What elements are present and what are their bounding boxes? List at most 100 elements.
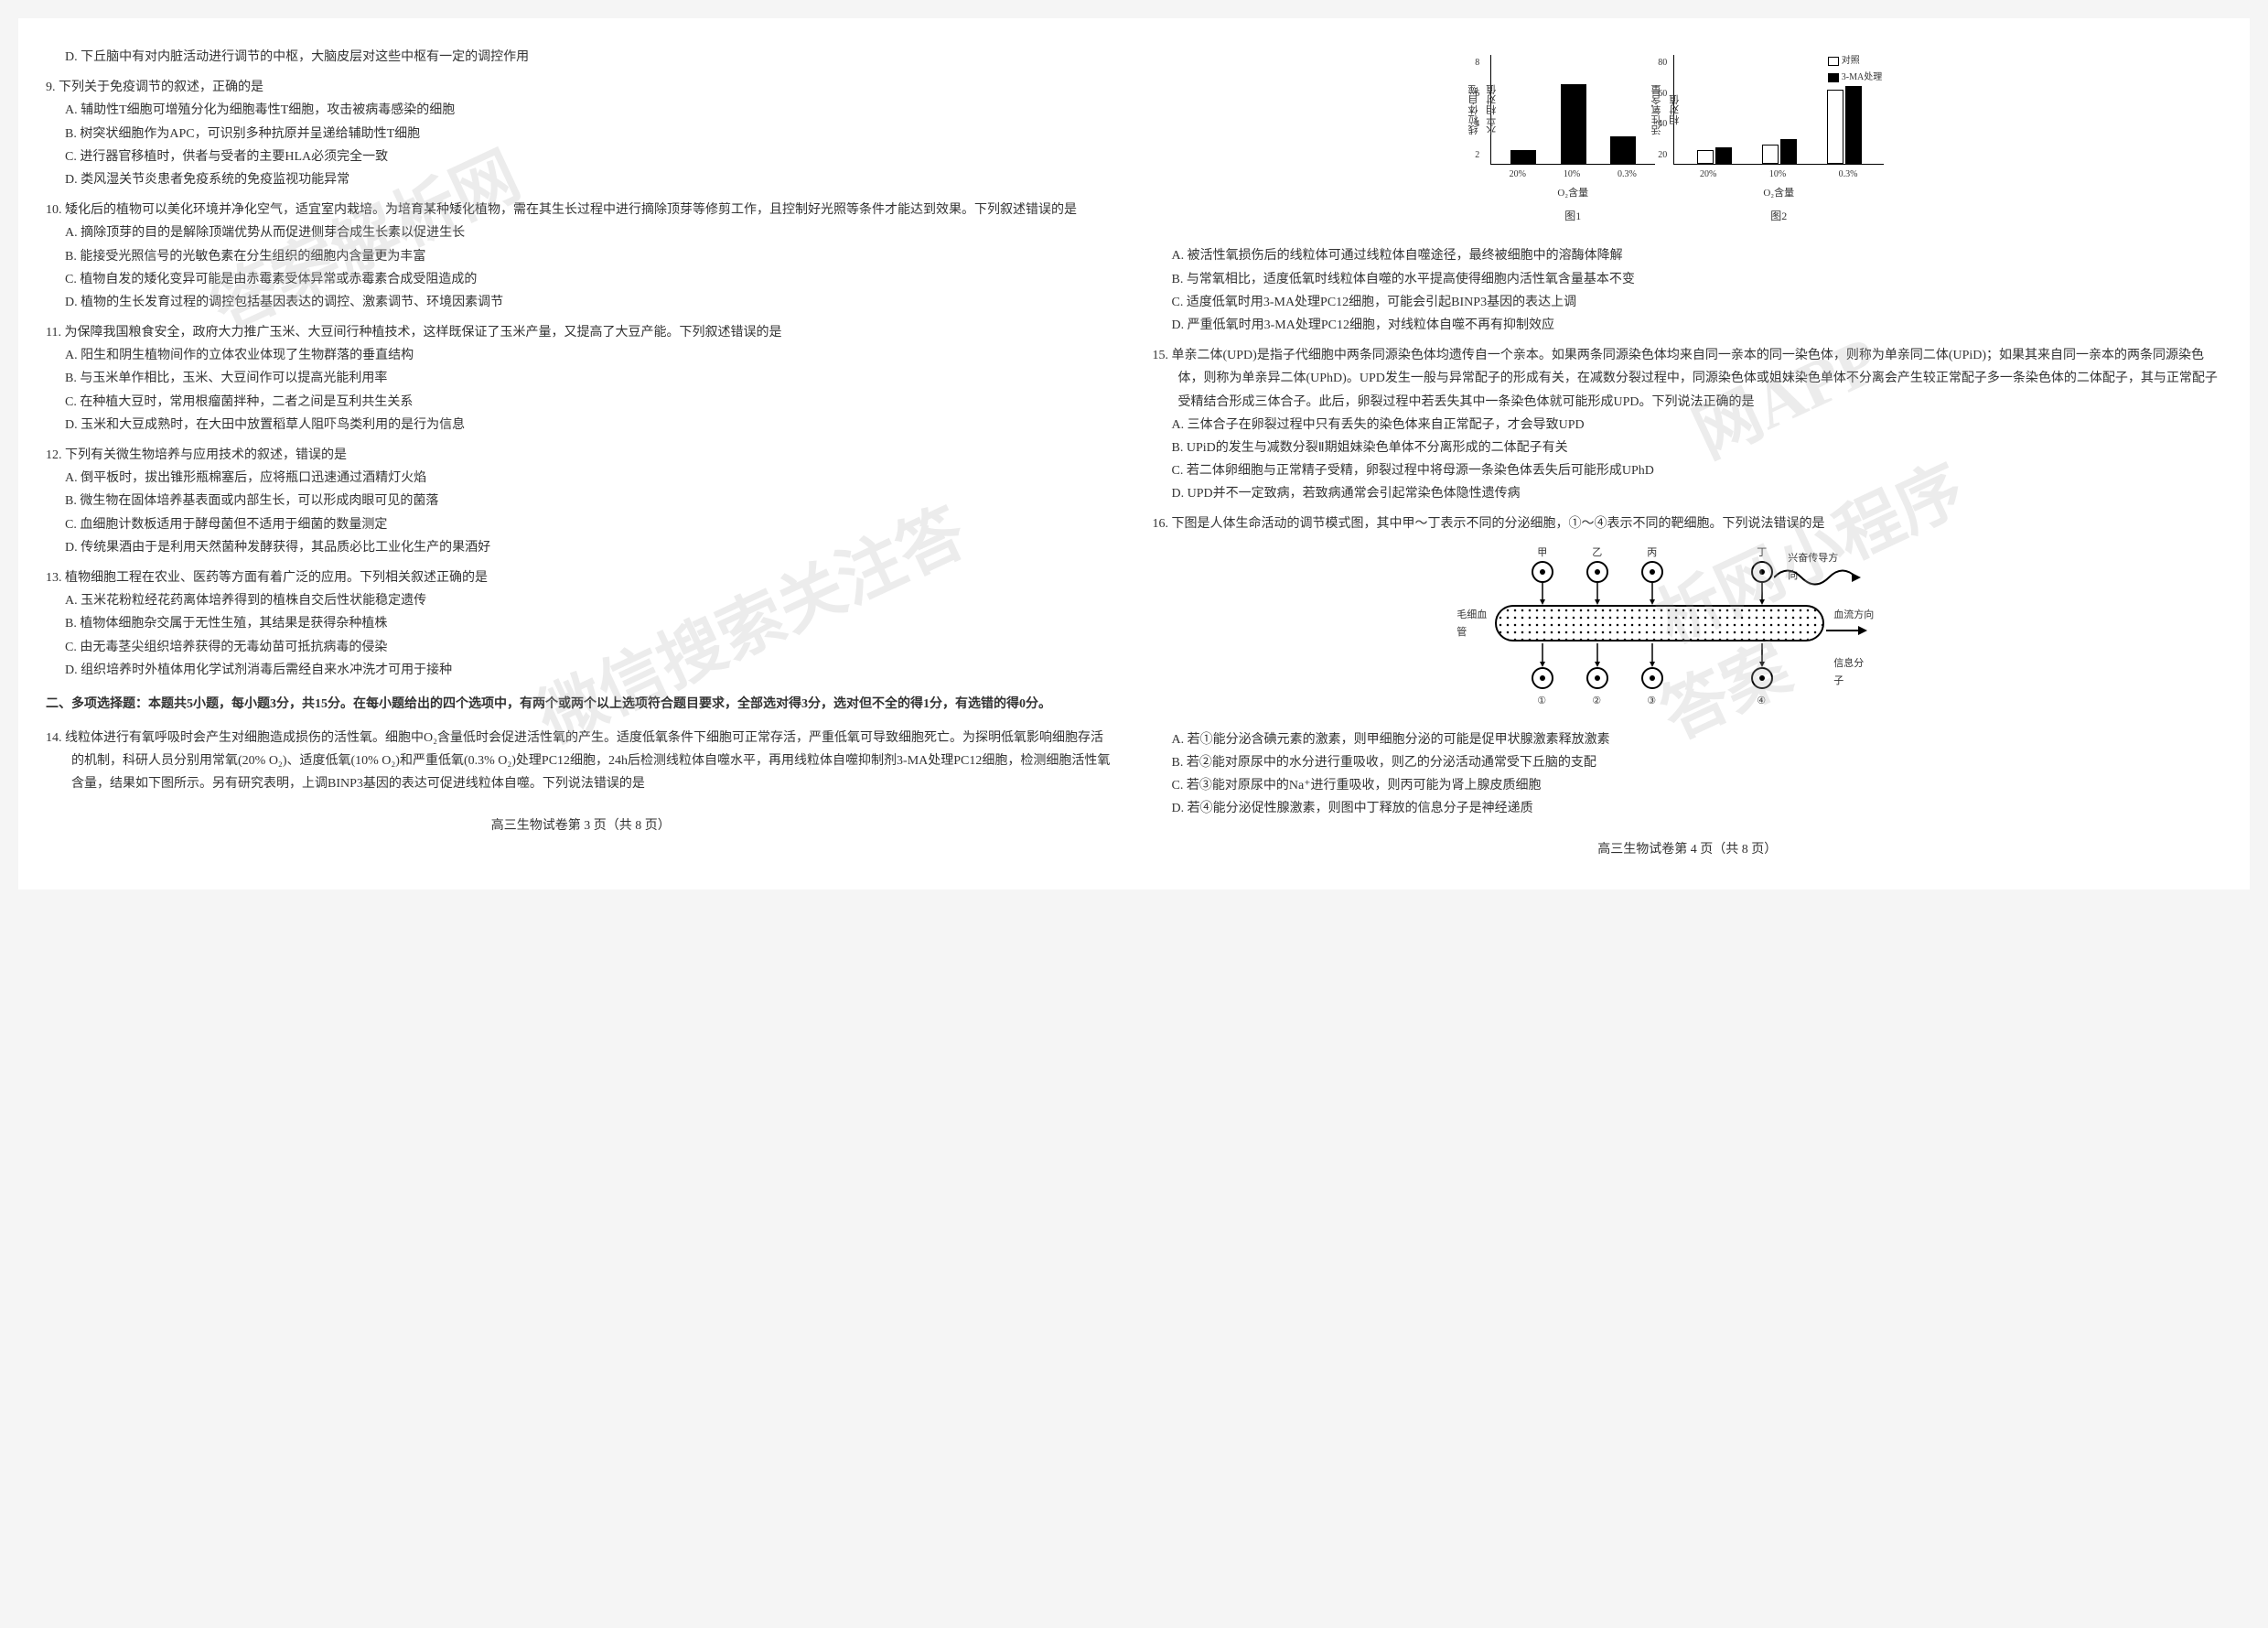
nerve-icon (1774, 559, 1865, 596)
option-b: B. 与常氧相比，适度低氧时线粒体自噬的水平提高使得细胞内活性氧含量基本不变 (1153, 268, 2223, 291)
chart1-bar (1561, 84, 1586, 164)
section-2-title: 二、多项选择题：本题共5小题，每小题3分，共15分。在每小题给出的四个选项中，有… (46, 693, 1116, 716)
legend-item: 对照 (1828, 53, 1882, 70)
chart-2: 活性氧含量相对值 80604020 对照3-MA处理 (1673, 55, 1884, 165)
chart2-bar (1827, 90, 1843, 164)
option-b: B. UPiD的发生与减数分裂Ⅱ期姐妹染色单体不分离形成的二体配子有关 (1153, 437, 2223, 459)
vessel (1495, 605, 1824, 641)
chart1-bar (1510, 150, 1536, 164)
target-1 (1532, 667, 1553, 689)
chart-1-container: 线粒体自噬水平相对值 8642 20%10%0.3% O₂含量 图1 (1490, 55, 1655, 226)
label-yi: 乙 (1592, 544, 1602, 563)
label-vessel: 毛细血管 (1456, 607, 1493, 643)
chart2-title: 图2 (1673, 207, 1884, 227)
option-d: D. 植物的生长发育过程的调控包括基因表达的调控、激素调节、环境因素调节 (46, 291, 1116, 314)
chart1-xaxis-label: O₂含量 (1490, 185, 1655, 203)
chart1-yticks: 8642 (1475, 55, 1479, 164)
label-t4: ④ (1757, 693, 1766, 711)
option-d: D. UPD并不一定致病，若致病通常会引起常染色体隐性遗传病 (1153, 482, 2223, 505)
option-d: D. 组织培养时外植体用化学试剂消毒后需经自来水冲洗才可用于接种 (46, 659, 1116, 682)
chart2-yticks: 80604020 (1658, 55, 1667, 164)
option-a: A. 辅助性T细胞可增殖分化为细胞毒性T细胞，攻击被病毒感染的细胞 (46, 99, 1116, 122)
right-column: 线粒体自噬水平相对值 8642 20%10%0.3% O₂含量 图1 活性氧含量… (1153, 46, 2223, 862)
chart-1: 线粒体自噬水平相对值 8642 (1490, 55, 1655, 165)
nerve-diagram: 甲 乙 丙 丁 兴奋传导方向 毛细血管 血流方向 (1495, 550, 1879, 715)
question-stem: 11. 为保障我国粮食安全，政府大力推广玉米、大豆间行种植技术，这样既保证了玉米… (46, 321, 1116, 344)
option-d: D. 严重低氧时用3-MA处理PC12细胞，对线粒体自噬不再有抑制效应 (1153, 314, 2223, 337)
label-t1: ① (1537, 693, 1546, 711)
option-c: C. 适度低氧时用3-MA处理PC12细胞，可能会引起BINP3基因的表达上调 (1153, 291, 2223, 314)
option-c: C. 进行器官移植时，供者与受者的主要HLA必须完全一致 (46, 146, 1116, 168)
chart2-bar (1780, 139, 1797, 164)
q8-option-d: D. 下丘脑中有对内脏活动进行调节的中枢，大脑皮层对这些中枢有一定的调控作用 (46, 46, 1116, 69)
option-b: B. 微生物在固体培养基表面或内部生长，可以形成肉眼可见的菌落 (46, 490, 1116, 512)
option-b: B. 若②能对原尿中的水分进行重吸收，则乙的分泌活动通常受下丘脑的支配 (1153, 751, 2223, 774)
chart2-bar-group (1762, 139, 1797, 164)
cell-bing (1641, 561, 1663, 583)
chart2-xaxis-label: O₂含量 (1673, 185, 1884, 203)
label-bing: 丙 (1647, 544, 1657, 563)
page-container: 答案解析网 微信搜索关注答 网APP 析网小程序 答案 D. 下丘脑中有对内脏活… (18, 18, 2250, 889)
option-a: A. 玉米花粉粒经花药离体培养得到的植株自交后性状能稳定遗传 (46, 589, 1116, 612)
legend-item: 3-MA处理 (1828, 70, 1882, 86)
q11: 11. 为保障我国粮食安全，政府大力推广玉米、大豆间行种植技术，这样既保证了玉米… (46, 321, 1116, 437)
target-4 (1751, 667, 1773, 689)
chart1-ylabel: 线粒体自噬水平相对值 (1466, 82, 1502, 137)
target-3 (1641, 667, 1663, 689)
question-stem: 13. 植物细胞工程在农业、医药等方面有着广泛的应用。下列相关叙述正确的是 (46, 566, 1116, 589)
label-jia: 甲 (1537, 544, 1547, 563)
cell-yi (1586, 561, 1608, 583)
option-c: C. 血细胞计数板适用于酵母菌但不适用于细菌的数量测定 (46, 513, 1116, 536)
option-a: A. 被活性氧损伤后的线粒体可通过线粒体自噬途径，最终被细胞中的溶酶体降解 (1153, 244, 2223, 267)
chart2-bar (1697, 150, 1714, 164)
label-ding: 丁 (1757, 544, 1767, 563)
option-d: D. 类风湿关节炎患者免疫系统的免疫监视功能异常 (46, 168, 1116, 191)
option-a: A. 三体合子在卵裂过程中只有丢失的染色体来自正常配子，才会导致UPD (1153, 414, 2223, 437)
option-c: C. 若二体卵细胞与正常精子受精，卵裂过程中将母源一条染色体丢失后可能形成UPh… (1153, 459, 2223, 482)
question-stem: 15. 单亲二体(UPD)是指子代细胞中两条同源染色体均遗传自一个亲本。如果两条… (1153, 344, 2223, 414)
label-t3: ③ (1647, 693, 1656, 711)
option-d: D. 玉米和大豆成熟时，在大田中放置稻草人阻吓鸟类利用的是行为信息 (46, 414, 1116, 437)
chart2-bar-group (1697, 147, 1732, 164)
option-c: C. 由无毒茎尖组织培养获得的无毒幼苗可抵抗病毒的侵染 (46, 636, 1116, 659)
question-stem: 9. 下列关于免疫调节的叙述，正确的是 (46, 76, 1116, 99)
label-signal: 信息分子 (1833, 655, 1870, 692)
chart-row: 线粒体自噬水平相对值 8642 20%10%0.3% O₂含量 图1 活性氧含量… (1153, 55, 2223, 226)
option-b: B. 植物体细胞杂交属于无性生殖，其结果是获得杂种植株 (46, 612, 1116, 635)
option-a: A. 倒平板时，拔出锥形瓶棉塞后，应将瓶口迅速通过酒精灯火焰 (46, 467, 1116, 490)
option-text: D. 下丘脑中有对内脏活动进行调节的中枢，大脑皮层对这些中枢有一定的调控作用 (46, 46, 1116, 69)
chart1-xlabels: 20%10%0.3% (1490, 167, 1655, 183)
q14: 14. 线粒体进行有氧呼吸时会产生对细胞造成损伤的活性氧。细胞中O₂含量低时会促… (46, 727, 1116, 796)
option-b: B. 树突状细胞作为APC，可识别多种抗原并呈递给辅助性T细胞 (46, 123, 1116, 146)
option-a: A. 阳生和阴生植物间作的立体农业体现了生物群落的垂直结构 (46, 344, 1116, 367)
chart1-title: 图1 (1490, 207, 1655, 227)
q15: 15. 单亲二体(UPD)是指子代细胞中两条同源染色体均遗传自一个亲本。如果两条… (1153, 344, 2223, 505)
cell-ding (1751, 561, 1773, 583)
chart-2-container: 活性氧含量相对值 80604020 对照3-MA处理 20%10%0.3% O₂… (1673, 55, 1884, 226)
chart1-bar (1610, 136, 1636, 164)
option-d: D. 若④能分泌促性腺激素，则图中丁释放的信息分子是神经递质 (1153, 797, 2223, 820)
q12: 12. 下列有关微生物培养与应用技术的叙述，错误的是 A. 倒平板时，拔出锥形瓶… (46, 444, 1116, 559)
chart2-bar (1715, 147, 1732, 164)
chart2-legend: 对照3-MA处理 (1828, 53, 1882, 86)
question-stem: 12. 下列有关微生物培养与应用技术的叙述，错误的是 (46, 444, 1116, 467)
cell-jia (1532, 561, 1553, 583)
option-c: C. 在种植大豆时，常用根瘤菌拌种，二者之间是互利共生关系 (46, 391, 1116, 414)
flow-arrow-icon (1826, 621, 1872, 640)
option-c: C. 若③能对原尿中的Na⁺进行重吸收，则丙可能为肾上腺皮质细胞 (1153, 774, 2223, 797)
question-stem: 10. 矮化后的植物可以美化环境并净化空气，适宜室内栽培。为培育某种矮化植物，需… (46, 199, 1116, 221)
page-footer-left: 高三生物试卷第 3 页（共 8 页） (46, 814, 1116, 837)
q9: 9. 下列关于免疫调节的叙述，正确的是 A. 辅助性T细胞可增殖分化为细胞毒性T… (46, 76, 1116, 191)
target-2 (1586, 667, 1608, 689)
chart2-bar (1762, 145, 1779, 164)
option-b: B. 与玉米单作相比，玉米、大豆间作可以提高光能利用率 (46, 367, 1116, 390)
q10: 10. 矮化后的植物可以美化环境并净化空气，适宜室内栽培。为培育某种矮化植物，需… (46, 199, 1116, 314)
option-d: D. 传统果酒由于是利用天然菌种发酵获得，其品质必比工业化生产的果酒好 (46, 536, 1116, 559)
option-a: A. 摘除顶芽的目的是解除顶端优势从而促进侧芽合成生长素以促进生长 (46, 221, 1116, 244)
option-c: C. 植物自发的矮化变异可能是由赤霉素受体异常或赤霉素合成受阻造成的 (46, 268, 1116, 291)
label-t2: ② (1592, 693, 1601, 711)
option-b: B. 能接受光照信号的光敏色素在分生组织的细胞内含量更为丰富 (46, 245, 1116, 268)
q16-diagram: 甲 乙 丙 丁 兴奋传导方向 毛细血管 血流方向 (1153, 550, 2223, 715)
q16: 16. 下图是人体生命活动的调节模式图，其中甲～丁表示不同的分泌细胞，①～④表示… (1153, 512, 2223, 820)
question-stem: 14. 线粒体进行有氧呼吸时会产生对细胞造成损伤的活性氧。细胞中O₂含量低时会促… (46, 727, 1116, 796)
